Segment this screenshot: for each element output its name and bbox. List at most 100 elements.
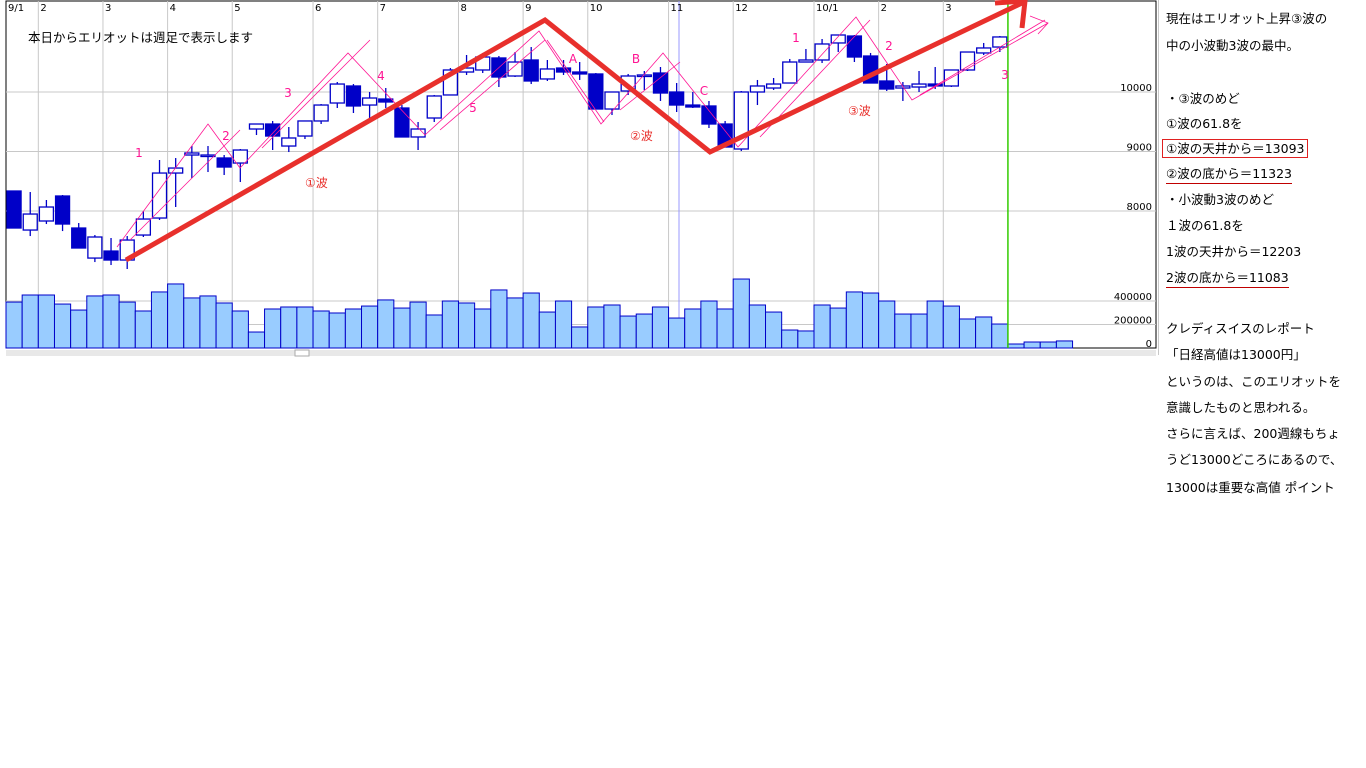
note-row: 「日経高値は13000円」 (1166, 344, 1306, 363)
subwave-channel-line (129, 129, 241, 241)
date-tick-label: 3 (105, 3, 111, 14)
note-row: ・小波動3波のめど (1166, 189, 1274, 208)
date-tick-label: 11 (671, 3, 684, 14)
wave-label: 2 (885, 39, 893, 53)
candle-up (410, 128, 426, 138)
wave-label: 2 (222, 129, 230, 143)
candle-up (959, 51, 976, 71)
note-line: 2波の底から＝11083 (1166, 270, 1289, 288)
note-line: ②波の底から＝11323 (1166, 166, 1292, 184)
note-line: ・小波動3波のめど (1166, 192, 1274, 207)
chart-notice: 本日からエリオットは週足で表示します (28, 30, 253, 45)
candle-up (539, 68, 556, 80)
volume-bar (942, 305, 960, 349)
volume-bar (1039, 341, 1057, 349)
volume-bar (102, 294, 120, 349)
volume-bar (506, 297, 524, 349)
volume-bar (474, 308, 492, 349)
price-tick-label: 9000 (1127, 143, 1152, 154)
subwave-zigzag (116, 16, 1049, 248)
candle-up (992, 36, 1008, 48)
date-tick-label: 9 (525, 3, 531, 14)
date-tick-label: 12 (735, 3, 748, 14)
volume-bar (554, 300, 573, 349)
candle-down (668, 91, 685, 106)
volume-bar (280, 306, 298, 349)
volume-bar (118, 301, 136, 349)
horizontal-scrollbar[interactable] (6, 350, 1156, 356)
candle-down (378, 98, 394, 103)
volume-bar (150, 291, 169, 349)
candle-up (636, 74, 652, 78)
note-line: 1波の天井から＝12203 (1166, 244, 1302, 259)
volume-bar (70, 309, 88, 349)
candle-down (523, 59, 539, 82)
volume-bar (813, 304, 831, 349)
candle-down (588, 73, 604, 110)
volume-bar (829, 307, 847, 349)
volume-bar (651, 306, 670, 349)
volume-bar (668, 317, 686, 349)
note-line: クレディスイスのレポート (1166, 321, 1315, 336)
wave-label: 3 (284, 86, 292, 100)
candle-up (765, 83, 782, 89)
main-wave-arrowhead (994, 0, 1028, 29)
subwave-channel-line (439, 39, 546, 131)
volume-bar (409, 301, 427, 349)
candle-up (782, 61, 798, 84)
date-tick-label: 9/1 (8, 3, 24, 14)
volume-bar (37, 294, 55, 349)
volume-bar (797, 330, 815, 349)
volume-bar (490, 289, 508, 349)
candle-down (264, 123, 281, 137)
candle-down (103, 250, 119, 261)
volume-bar (603, 304, 621, 349)
candle-down (879, 80, 895, 90)
volume-bar (926, 300, 944, 349)
note-line: さらに言えば、200週線もちょ (1166, 426, 1340, 441)
candle-down (701, 105, 717, 125)
note-row: 13000は重要な高値 ポイント (1166, 477, 1335, 496)
volume-bar (21, 294, 39, 349)
volume-tick-label: 400000 (1114, 292, 1152, 303)
date-tick-label: 4 (170, 3, 176, 14)
note-line: 意識したものと思われる。 (1166, 400, 1316, 415)
candle-up (507, 61, 523, 77)
volume-bar (748, 304, 767, 349)
volume-bar (845, 291, 863, 349)
candle-up (830, 34, 846, 44)
volume-bar (878, 300, 896, 349)
notes-divider (1158, 0, 1159, 355)
candle-up (329, 83, 345, 104)
wave-label: ②波 (630, 129, 653, 143)
note-row: １波の61.8を (1166, 215, 1244, 234)
note-line: 現在はエリオット上昇③波の (1166, 11, 1328, 26)
candle-up (22, 213, 38, 231)
note-row: ①波の61.8を (1166, 113, 1243, 132)
candle-down (54, 195, 71, 225)
volume-bar (765, 311, 783, 349)
volume-bar (264, 308, 282, 349)
volume-bar (393, 307, 411, 349)
volume-bar (861, 292, 880, 349)
volume-bar (522, 292, 540, 349)
subwave-channel-line (261, 39, 371, 149)
volume-bar (684, 308, 702, 349)
wave-label: 5 (469, 101, 477, 115)
candle-down (216, 157, 232, 168)
scrollbar-thumb[interactable] (294, 349, 310, 357)
volume-bar (53, 303, 72, 349)
volume-bar (231, 310, 249, 349)
volume-tick-label: 200000 (1114, 316, 1152, 327)
candle-up (297, 120, 313, 137)
volume-bar (296, 306, 314, 349)
candle-up (232, 149, 248, 164)
volume-bar (199, 295, 217, 349)
note-row: さらに言えば、200週線もちょ (1166, 423, 1340, 442)
candle-up (749, 85, 766, 93)
candle-up (361, 97, 378, 106)
volume-bar (958, 318, 977, 349)
note-line: ①波の天井から＝13093 (1162, 139, 1309, 158)
